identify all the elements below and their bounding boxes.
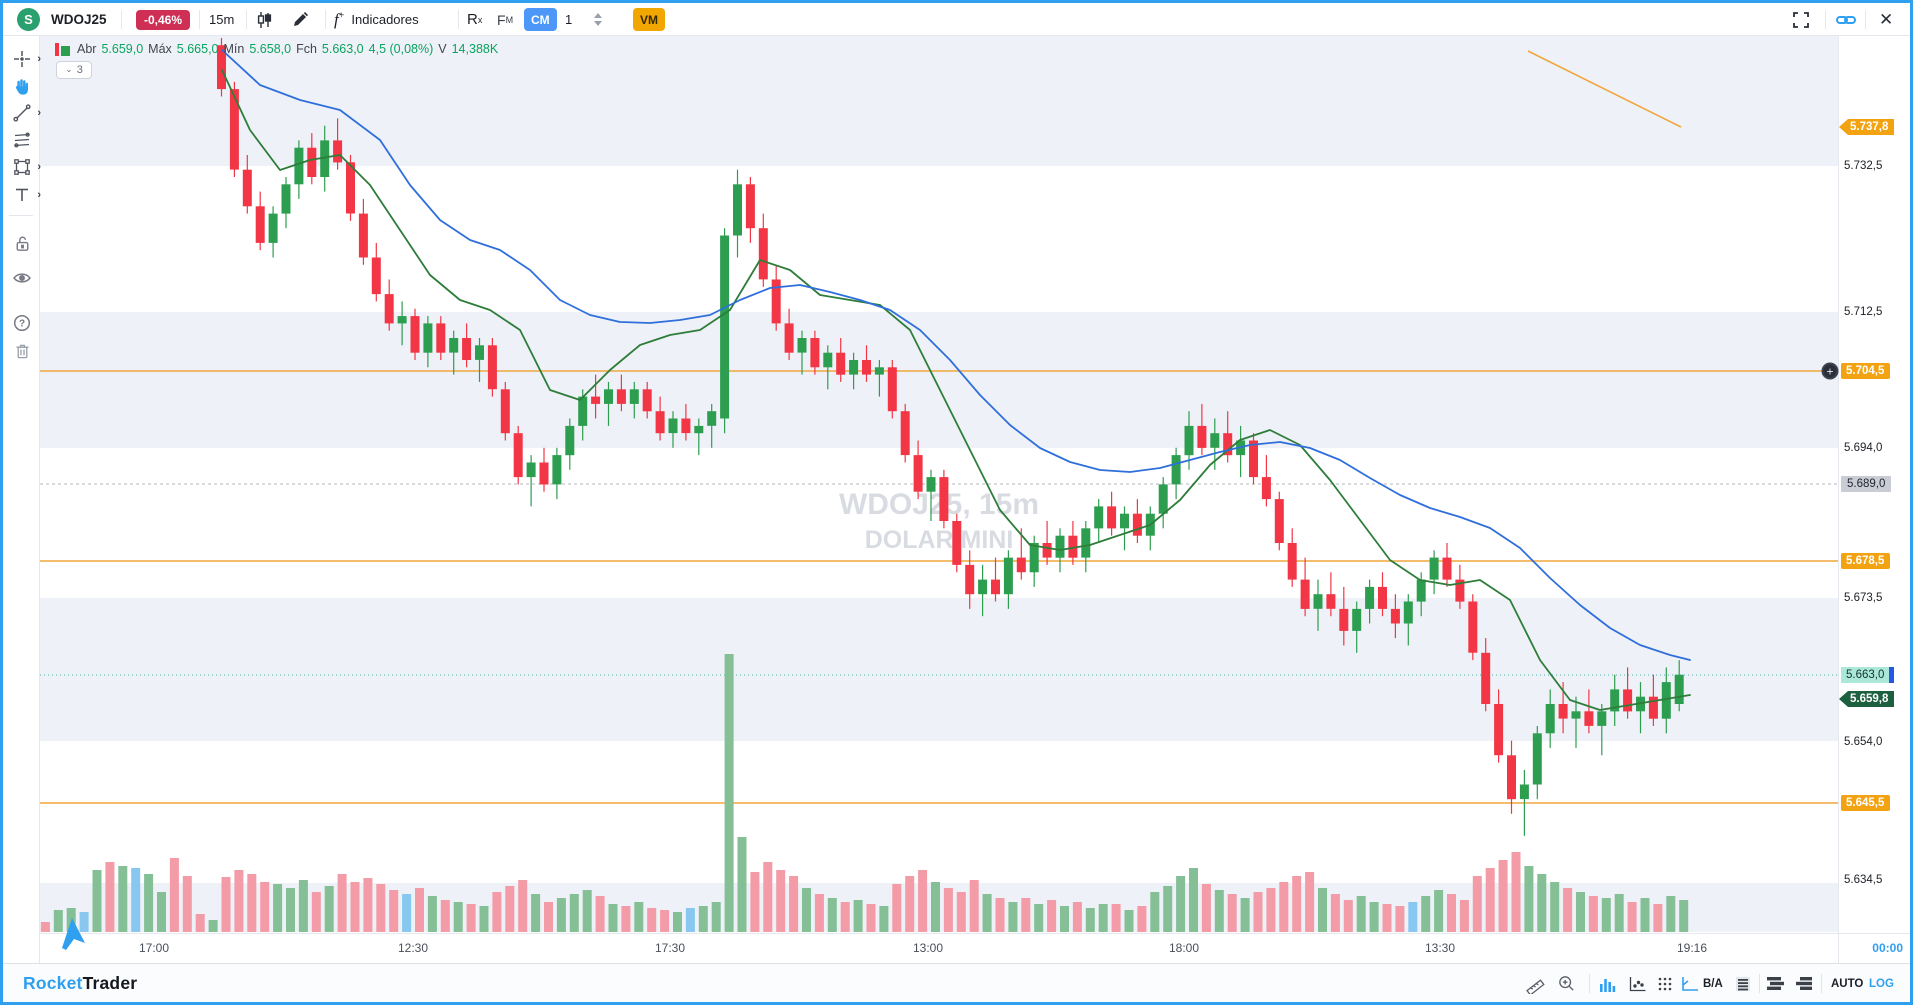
- text-tool[interactable]: ›: [7, 181, 41, 209]
- time-label: 13:30: [1424, 941, 1456, 955]
- last-price-marker: [1889, 667, 1895, 683]
- bid-ask-toggle[interactable]: B/A: [1703, 977, 1723, 990]
- auto-scale-toggle[interactable]: AUTO: [1831, 977, 1864, 990]
- legend-label: Fch: [296, 42, 317, 56]
- indicators-label: Indicadores: [351, 12, 419, 27]
- scatter-chart-icon[interactable]: [1629, 964, 1647, 1003]
- change-percent-badge: -0,46%: [136, 10, 191, 30]
- legend-label: Mín: [223, 42, 245, 56]
- time-label: 13:00: [912, 941, 944, 955]
- legend-value: 5.665,0: [176, 42, 219, 56]
- series-candles-icon: [55, 42, 70, 56]
- indicators-button[interactable]: f+ Indicadores: [334, 9, 419, 29]
- drawing-tools-sidebar: › › › ›: [3, 36, 41, 963]
- chart-area[interactable]: WDOJ25, 15m DOLAR MINI: [40, 36, 1838, 933]
- time-label: 17:00: [138, 941, 170, 955]
- time-label: 18:00: [1168, 941, 1200, 955]
- link-icon[interactable]: [1836, 3, 1856, 36]
- status-bar: RocketTrader: [3, 963, 1910, 1002]
- stacked-bars-icon[interactable]: [1767, 964, 1784, 1003]
- svg-text:DOLAR MINI: DOLAR MINI: [865, 526, 1014, 554]
- chart-type-candles-icon[interactable]: [255, 3, 273, 36]
- legend-label: V: [438, 42, 447, 56]
- quantity-stepper[interactable]: [591, 8, 605, 31]
- price-label-mint: 5.663,0: [1841, 667, 1895, 683]
- ohlc-legend[interactable]: Abr 5.659,0 Máx 5.665,0 Mín 5.658,0 Fch 5.663,0…: [55, 40, 498, 58]
- rectangle-tool[interactable]: ›: [7, 153, 41, 181]
- vm-button[interactable]: VM: [633, 8, 665, 31]
- fullscreen-icon[interactable]: [1793, 3, 1809, 36]
- bar-countdown: 00:00: [1872, 941, 1903, 955]
- price-label-plain: 5.654,0: [1844, 736, 1883, 748]
- volume-histogram-icon[interactable]: [1599, 964, 1617, 1003]
- drawings-tree-button[interactable]: ⌄ 3: [56, 61, 92, 79]
- crosshair-tool[interactable]: ›: [7, 45, 41, 73]
- legend-label: Abr: [77, 42, 97, 56]
- stepper-up-icon[interactable]: [594, 13, 602, 18]
- chevron-right-icon[interactable]: ›: [37, 161, 41, 173]
- price-label-plain: 5.712,5: [1844, 306, 1883, 318]
- drawings-count: 3: [76, 64, 83, 76]
- chevron-down-icon: ⌄: [65, 63, 73, 74]
- price-label-green-arrow: 5.659,8: [1839, 691, 1895, 707]
- legend-value: 5.659,0: [101, 42, 144, 56]
- cm-button[interactable]: CM: [524, 8, 557, 31]
- book-rows-icon[interactable]: [1735, 964, 1751, 1003]
- price-axis[interactable]: 5.737,8 5.732,5 5.712,5 5.704,5 5.694,0 5.689…: [1838, 36, 1910, 933]
- time-axis[interactable]: 00:00 17:00 12:30 17:30 13:00 18:00 13:30 19:1…: [40, 918, 1910, 963]
- stepper-down-icon[interactable]: [594, 21, 602, 26]
- brand-logo[interactable]: RocketTrader: [23, 973, 138, 993]
- chevron-right-icon[interactable]: ›: [37, 189, 41, 201]
- price-label-gray: 5.689,0: [1841, 476, 1892, 492]
- quantity-value[interactable]: 1: [565, 12, 573, 27]
- price-label-plain: 5.694,0: [1844, 442, 1883, 454]
- svg-text:WDOJ25, 15m: WDOJ25, 15m: [839, 488, 1039, 521]
- measure-ruler-icon[interactable]: [1525, 964, 1545, 1003]
- symbol-logo-icon[interactable]: S: [17, 8, 40, 31]
- draw-pencil-icon[interactable]: [291, 3, 309, 36]
- timeframe-button[interactable]: 15m: [209, 12, 235, 27]
- time-label: 17:30: [654, 941, 686, 955]
- price-label-orange-arrow: 5.737,8: [1839, 119, 1895, 135]
- legend-value: 5.663,0: [321, 42, 364, 56]
- close-icon[interactable]: ✕: [1879, 9, 1894, 29]
- price-label-orange: 5.678,5: [1841, 553, 1891, 569]
- legend-value: 5.658,0: [249, 42, 292, 56]
- dots-grid-icon[interactable]: [1657, 964, 1673, 1003]
- log-scale-toggle[interactable]: LOG: [1869, 977, 1894, 990]
- hide-drawings-button[interactable]: [7, 264, 37, 292]
- legend-label: Máx: [148, 42, 172, 56]
- price-label-plain: 5.634,5: [1844, 874, 1883, 886]
- price-label-plain: 5.673,5: [1844, 592, 1883, 604]
- svg-text:?: ?: [19, 319, 25, 330]
- line-plus-marker-icon[interactable]: +: [1821, 362, 1839, 380]
- chevron-right-icon[interactable]: ›: [37, 107, 41, 119]
- parallel-channel-tool[interactable]: [7, 126, 37, 154]
- lock-drawings-button[interactable]: [7, 229, 37, 257]
- axis-scale-icon[interactable]: [1681, 964, 1699, 1003]
- candlestick-chart[interactable]: WDOJ25, 15m DOLAR MINI: [40, 36, 1838, 933]
- legend-value: 4,5 (0,08%): [368, 42, 434, 56]
- hand-tool[interactable]: [7, 72, 37, 100]
- legend-value: 14,388K: [451, 42, 499, 56]
- chevron-right-icon[interactable]: ›: [37, 53, 41, 65]
- aligned-bars-icon[interactable]: [1795, 964, 1812, 1003]
- price-label-orange: 5.645,5: [1841, 795, 1891, 811]
- delete-drawings-button[interactable]: [7, 336, 37, 364]
- mouse-cursor-icon: [62, 918, 85, 950]
- price-label-plain: 5.732,5: [1844, 160, 1883, 172]
- time-label: 19:16: [1676, 941, 1708, 955]
- trendline-tool[interactable]: ›: [7, 99, 41, 127]
- time-label: 12:30: [397, 941, 429, 955]
- help-button[interactable]: ?: [7, 309, 37, 337]
- price-label-orange: 5.704,5: [1841, 363, 1891, 379]
- symbol-name[interactable]: WDOJ25: [51, 12, 107, 27]
- zoom-in-icon[interactable]: [1557, 964, 1576, 1003]
